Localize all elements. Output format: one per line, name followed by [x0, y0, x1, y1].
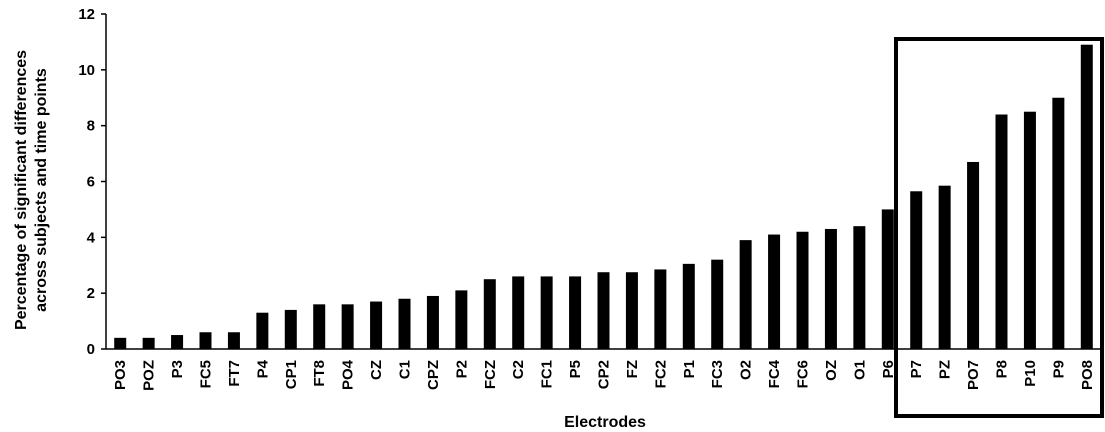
y-tick-label: 12 [78, 6, 95, 23]
x-tick-label-cp1: CP1 [283, 360, 300, 389]
x-tick-label-p9: P9 [1050, 360, 1067, 378]
x-tick-label-p2: P2 [453, 360, 470, 378]
bar-c2 [512, 276, 525, 349]
bar-cpz [426, 295, 439, 349]
y-tick-label: 8 [87, 118, 95, 135]
bar-fc2 [654, 269, 667, 349]
bar-ft7 [227, 332, 240, 349]
x-tick-label-p3: P3 [169, 360, 186, 378]
bar-ft8 [313, 304, 326, 349]
bar-p9 [1052, 97, 1065, 349]
x-tick-label-ft7: FT7 [226, 360, 243, 387]
x-tick-label-p6: P6 [880, 360, 897, 378]
x-tick-label-p8: P8 [994, 360, 1011, 378]
x-tick-label-o1: O1 [851, 360, 868, 380]
bar-p2 [455, 290, 468, 349]
x-tick-label-p7: P7 [908, 360, 925, 378]
bar-fc1 [540, 276, 553, 349]
y-tick-label: 10 [78, 62, 95, 79]
x-tick-label-fc4: FC4 [766, 359, 783, 388]
y-tick-label: 0 [87, 341, 95, 358]
x-tick-label-o2: O2 [738, 360, 755, 380]
x-tick-label-cpz: CPZ [425, 360, 442, 390]
bar-pz [938, 185, 951, 349]
x-axis-tick-labels: PO3 POZ P3 FC5 FT7 P4 CP1 FT8 PO4 CZ C1 CPZ P2 FCZ C2 F… [112, 359, 1096, 391]
bar-po4 [341, 304, 354, 349]
bar-c1 [398, 298, 411, 349]
x-tick-label-poz: POZ [141, 360, 158, 391]
bar-p1 [682, 263, 695, 349]
bar-o1 [853, 226, 866, 349]
bar-p5 [569, 276, 582, 349]
y-axis-ticks: 0 2 4 6 8 10 12 [78, 6, 106, 358]
y-tick-label: 6 [87, 174, 95, 191]
x-tick-label-fcz: FCZ [482, 360, 499, 389]
bar-po3 [114, 337, 127, 349]
bar-o2 [739, 240, 752, 349]
x-tick-label-p4: P4 [254, 359, 271, 378]
x-tick-label-cp2: CP2 [596, 360, 613, 389]
bar-oz [824, 228, 837, 349]
x-tick-label-po8: PO8 [1079, 360, 1096, 390]
bar-cz [370, 301, 383, 349]
x-tick-label-po3: PO3 [112, 360, 129, 390]
x-tick-label-fc6: FC6 [795, 360, 812, 388]
bar-po7 [967, 161, 980, 349]
x-tick-label-fc1: FC1 [539, 360, 556, 388]
bar-p6 [881, 209, 894, 349]
x-tick-label-p5: P5 [567, 360, 584, 378]
x-tick-label-oz: OZ [823, 360, 840, 381]
bar-fz [625, 272, 638, 349]
x-tick-label-cz: CZ [368, 360, 385, 380]
bar-fc3 [711, 259, 724, 349]
x-tick-label-po7: PO7 [965, 360, 982, 390]
bar-fc5 [199, 332, 212, 349]
x-tick-label-fz: FZ [624, 360, 641, 378]
bar-fcz [483, 279, 496, 349]
x-tick-label-p10: P10 [1022, 360, 1039, 387]
bar-p10 [1023, 111, 1036, 349]
highlight-box [894, 37, 1104, 418]
y-axis-title: Percentage of significant differences ac… [13, 50, 50, 330]
x-tick-label-pz: PZ [937, 360, 954, 379]
bar-p7 [910, 191, 923, 349]
x-tick-label-ft8: FT8 [311, 360, 328, 387]
bar-cp1 [284, 309, 297, 349]
x-axis-title: Electrodes [564, 414, 646, 431]
bar-poz [142, 337, 155, 349]
bar-p8 [995, 114, 1008, 349]
bar-po8 [1080, 44, 1093, 349]
y-tick-label: 2 [87, 285, 95, 302]
bar-fc6 [796, 231, 809, 349]
bar-cp2 [597, 272, 610, 349]
x-tick-label-fc5: FC5 [198, 360, 215, 388]
bar-p4 [256, 312, 269, 349]
y-tick-label: 4 [87, 229, 96, 246]
bars [114, 44, 1093, 349]
bar-fc4 [768, 234, 781, 349]
y-axis-title-line-1: Percentage of significant differences [13, 50, 30, 330]
y-axis-title-line-2: across subjects and time points [33, 68, 50, 312]
x-tick-label-fc3: FC3 [709, 360, 726, 388]
x-tick-label-c1: C1 [397, 360, 414, 379]
x-tick-label-p1: P1 [681, 360, 698, 378]
bar-p3 [171, 335, 184, 349]
x-tick-label-c2: C2 [510, 360, 527, 379]
x-tick-label-po4: PO4 [340, 359, 357, 390]
x-tick-label-fc2: FC2 [652, 360, 669, 388]
